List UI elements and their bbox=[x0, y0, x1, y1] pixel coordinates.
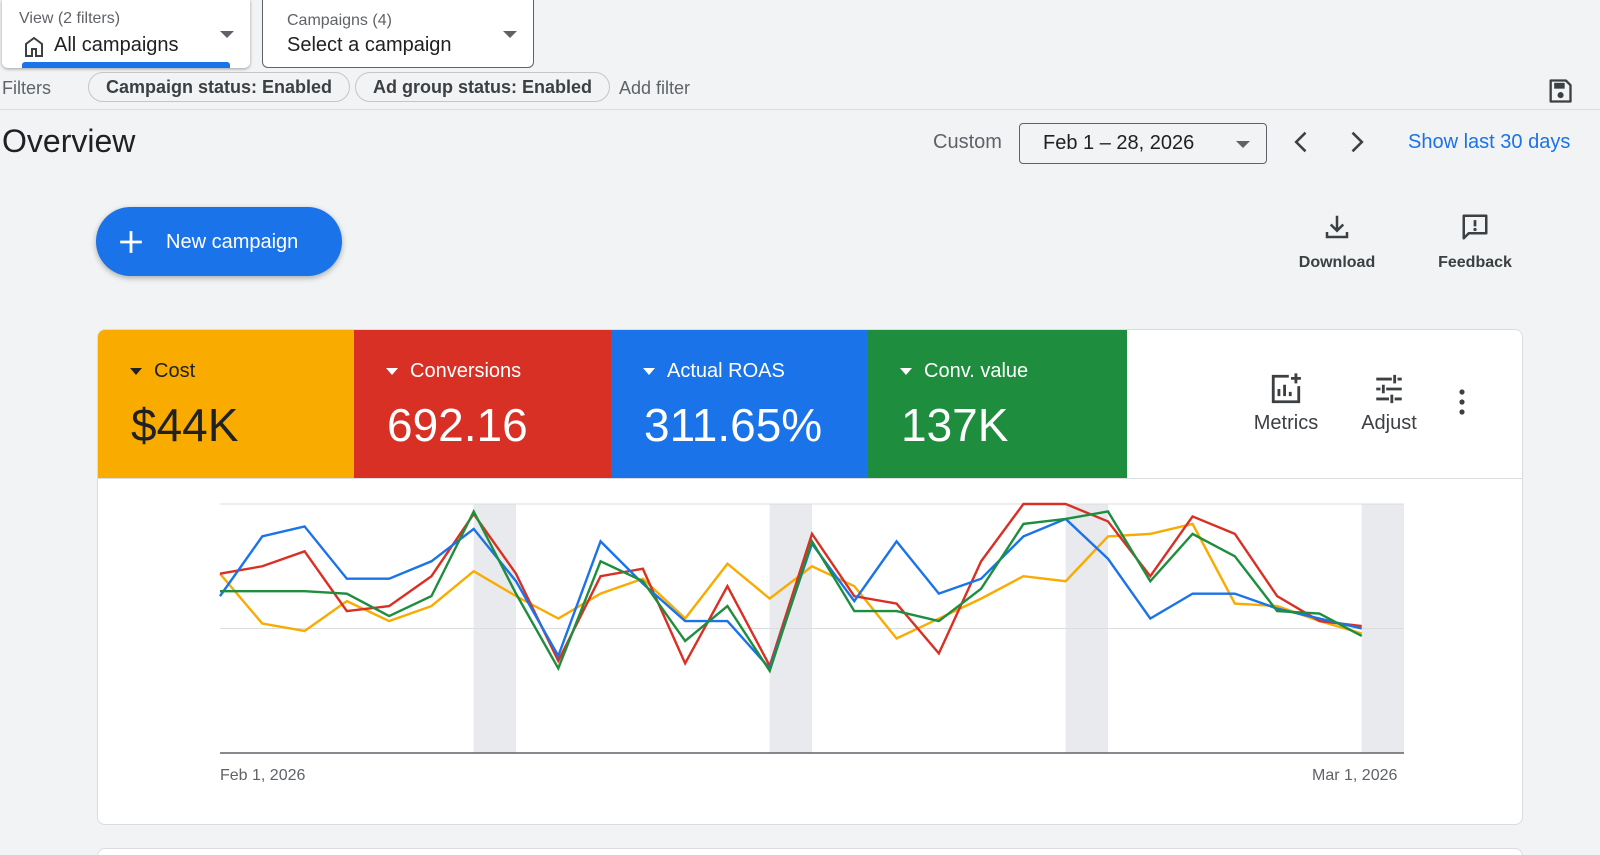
next-card bbox=[97, 848, 1523, 855]
feedback-label: Feedback bbox=[1438, 254, 1512, 271]
caret-down-icon bbox=[900, 368, 912, 376]
scorecard-conv-value[interactable]: Conv. value 137K bbox=[868, 330, 1127, 478]
scorecard-conversions[interactable]: Conversions 692.16 bbox=[354, 330, 611, 478]
scorecard-roas-name: Actual ROAS bbox=[667, 360, 785, 382]
series-line-conv-value[interactable] bbox=[220, 508, 1363, 674]
active-indicator bbox=[22, 62, 230, 68]
show-last-30-days-link[interactable]: Show last 30 days bbox=[1408, 131, 1571, 153]
scorecard-roas-value: 311.65% bbox=[644, 399, 823, 451]
metrics-label: Metrics bbox=[1253, 412, 1319, 434]
feedback-icon bbox=[1462, 214, 1488, 240]
campaign-selector-label: Campaigns (4) bbox=[287, 12, 392, 29]
campaign-selector[interactable]: Campaigns (4) Select a campaign bbox=[262, 0, 534, 68]
download-label: Download bbox=[1298, 254, 1376, 271]
chevron-down-icon bbox=[220, 31, 234, 38]
chevron-down-icon bbox=[1236, 141, 1250, 148]
x-axis-start-label: Feb 1, 2026 bbox=[220, 767, 306, 784]
scorecard-conv-value-header: Conv. value bbox=[900, 360, 1028, 383]
adjust-button[interactable]: Adjust bbox=[1354, 372, 1424, 435]
filter-chip-ad-group-status[interactable]: Ad group status: Enabled bbox=[355, 72, 611, 102]
new-campaign-button[interactable]: New campaign bbox=[96, 207, 342, 276]
scorecard-conversions-value: 692.16 bbox=[387, 399, 528, 451]
filters-bar: Filters Campaign status: Enabled Ad grou… bbox=[0, 72, 1600, 110]
performance-card: Cost $44K Conversions 692.16 Actual ROAS… bbox=[97, 329, 1523, 825]
series-line-cost[interactable] bbox=[219, 522, 1363, 640]
new-campaign-label: New campaign bbox=[166, 231, 299, 253]
add-filter-button[interactable]: Add filter bbox=[619, 78, 691, 98]
series-line-conversions[interactable] bbox=[219, 502, 1362, 669]
x-axis-end-label: Mar 1, 2026 bbox=[1312, 767, 1398, 784]
feedback-button[interactable]: Feedback bbox=[1430, 212, 1520, 272]
download-button[interactable]: Download bbox=[1292, 212, 1382, 272]
scorecard-actual-roas[interactable]: Actual ROAS 311.65% bbox=[611, 330, 868, 478]
caret-down-icon bbox=[386, 368, 398, 376]
scorecard-roas-header: Actual ROAS bbox=[643, 360, 785, 383]
caret-down-icon bbox=[130, 368, 142, 376]
home-icon bbox=[25, 36, 43, 57]
download-icon bbox=[1325, 215, 1349, 239]
metrics-button[interactable]: Metrics bbox=[1246, 372, 1326, 435]
save-icon[interactable] bbox=[1546, 77, 1574, 105]
date-range-value: Feb 1 – 28, 2026 bbox=[1043, 132, 1195, 154]
chevron-left-icon[interactable] bbox=[1288, 128, 1316, 156]
scorecard-conv-value-name: Conv. value bbox=[924, 360, 1029, 382]
scorecard-cost-value: $44K bbox=[131, 399, 239, 451]
filters-label: Filters bbox=[2, 78, 51, 98]
view-selector-value: All campaigns bbox=[54, 34, 179, 56]
page-title: Overview bbox=[2, 123, 136, 159]
chevron-down-icon bbox=[503, 31, 517, 38]
scorecard-cost-header: Cost bbox=[130, 360, 195, 383]
filter-chip-campaign-status[interactable]: Campaign status: Enabled bbox=[88, 72, 351, 102]
divider bbox=[98, 478, 1522, 479]
caret-down-icon bbox=[643, 368, 655, 376]
performance-line-chart[interactable] bbox=[98, 480, 1522, 770]
scorecard-conversions-header: Conversions bbox=[386, 360, 521, 383]
scorecard-cost-name: Cost bbox=[154, 360, 196, 382]
view-selector[interactable]: View (2 filters) All campaigns bbox=[2, 0, 250, 68]
scorecard-cost[interactable]: Cost $44K bbox=[98, 330, 354, 478]
more-vert-icon[interactable] bbox=[1458, 388, 1466, 416]
metrics-icon bbox=[1271, 373, 1301, 404]
adjust-label: Adjust bbox=[1361, 412, 1417, 434]
scorecard-conv-value-value: 137K bbox=[901, 399, 1009, 451]
scorecard-conversions-name: Conversions bbox=[410, 360, 522, 382]
campaign-selector-value: Select a campaign bbox=[287, 34, 452, 56]
date-range-picker[interactable]: Feb 1 – 28, 2026 bbox=[1019, 123, 1267, 164]
view-selector-label: View (2 filters) bbox=[19, 10, 121, 27]
range-type-label: Custom bbox=[933, 131, 1002, 153]
chevron-right-icon[interactable] bbox=[1342, 128, 1370, 156]
plus-icon bbox=[120, 231, 142, 253]
tune-icon bbox=[1376, 374, 1402, 404]
